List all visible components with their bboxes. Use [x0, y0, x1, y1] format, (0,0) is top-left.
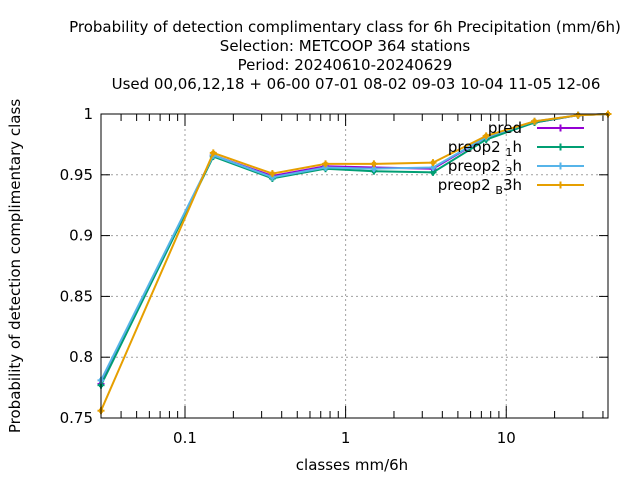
legend-label-main: preop2 [448, 138, 506, 156]
marker-core [431, 170, 436, 175]
marker-core [211, 150, 216, 155]
series-group [97, 110, 612, 415]
legend-label-main: preop2 [438, 176, 496, 194]
grid [101, 114, 608, 418]
legend-label-tail: 3h [503, 176, 522, 194]
marker-core [532, 119, 537, 124]
marker-core [431, 165, 436, 170]
title-line-1: Probability of detection complimentary c… [69, 18, 621, 36]
legend-label-main: preop2 [448, 157, 506, 175]
y-tick-label: 0.95 [60, 166, 93, 184]
title-line-4: Used 00,06,12,18 + 06-00 07-01 08-02 09-… [112, 75, 601, 93]
legend-entry-preop2_1h: preop2 1h [448, 138, 584, 159]
legend-label: preop2 3h [448, 157, 522, 178]
marker-core [270, 175, 275, 180]
axis-ticks: 0.75 0.8 0.85 0.9 0.95 1 0.1 1 10 [60, 105, 608, 447]
series-line-preop2_3h [100, 113, 609, 381]
y-tick-label: 0.75 [60, 409, 93, 427]
marker-core [371, 166, 376, 171]
data-point-preop2_B3h [429, 159, 437, 167]
x-tick-label: 0.1 [173, 429, 197, 447]
y-tick-label: 0.9 [69, 227, 93, 245]
title-line-2: Selection: METCOOP 364 stations [220, 37, 471, 55]
legend-label: preop2 B3h [438, 176, 522, 197]
x-tick-label: 10 [497, 429, 516, 447]
y-tick-label: 0.8 [69, 348, 93, 366]
data-point-preop2_B3h [370, 160, 378, 168]
marker-core [576, 113, 581, 118]
plot-frame [100, 113, 609, 419]
data-point-preop2_B3h [531, 117, 539, 125]
legend-label: pred [488, 119, 522, 137]
marker-core [371, 161, 376, 166]
legend-label-subscript: B [495, 184, 503, 197]
legend-label: preop2 1h [448, 138, 522, 159]
data-point-preop2_B3h [209, 149, 217, 157]
legend-label-tail: h [512, 157, 522, 175]
legend-label-subscript: 1 [505, 146, 512, 159]
marker-core [270, 171, 275, 176]
data-point-preop2_B3h [574, 111, 582, 119]
y-tick-label: 1 [83, 105, 93, 123]
marker-core [323, 165, 328, 170]
legend-label-tail: h [512, 138, 522, 156]
series-line-preop2_1h [100, 113, 609, 386]
legend-entry-preop2_3h: preop2 3h [448, 157, 584, 178]
marker-core [323, 161, 328, 166]
y-axis-label: Probability of detection complimentary c… [6, 99, 24, 433]
title-line-3: Period: 20240610-20240629 [238, 56, 453, 74]
series-line-pred [100, 113, 609, 385]
x-axis-label: classes mm/6h [296, 456, 408, 474]
chart-title: Probability of detection complimentary c… [69, 18, 621, 93]
legend-label-main: pred [488, 119, 522, 137]
data-point-preop2_B3h [268, 170, 276, 178]
x-tick-label: 1 [341, 429, 351, 447]
data-point-preop2_B3h [482, 132, 490, 140]
y-tick-label: 0.85 [60, 287, 93, 305]
marker-core [484, 133, 489, 138]
legend-label-subscript: 3 [505, 165, 512, 178]
marker-core [431, 160, 436, 165]
series-line-preop2_B3h [100, 113, 609, 412]
legend-entry-preop2_B3h: preop2 B3h [438, 176, 584, 197]
legend-entry-pred: pred [488, 119, 584, 137]
data-point-preop2_B3h [322, 160, 330, 168]
